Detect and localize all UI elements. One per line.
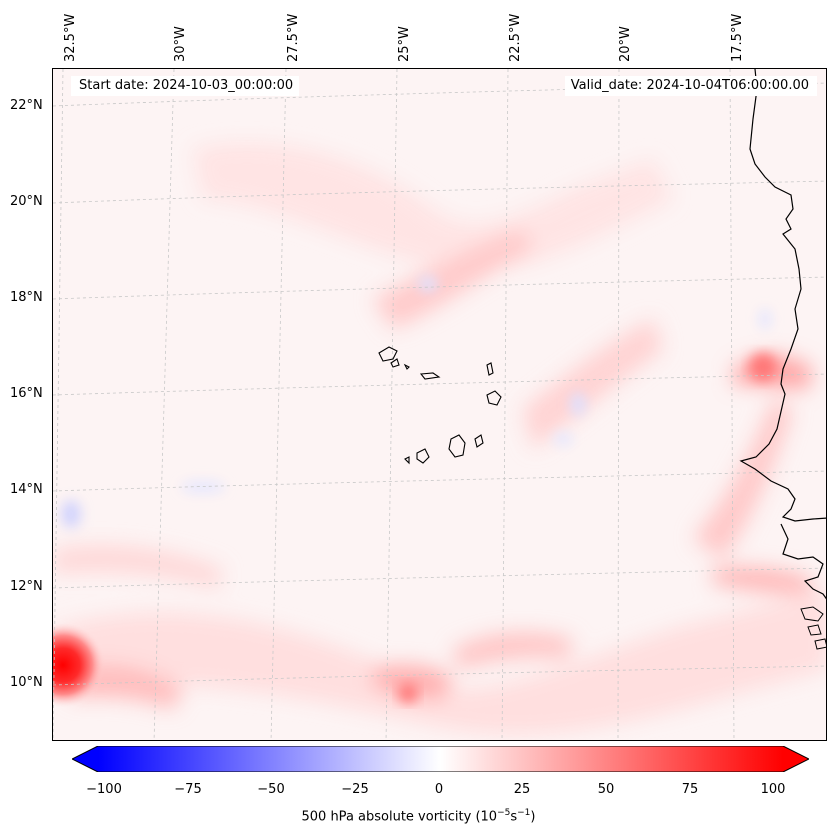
lon-label-32-5w: 32.5°W bbox=[63, 13, 78, 62]
island-sao-vicente bbox=[390, 358, 400, 368]
island-sao-nicolau bbox=[419, 372, 441, 380]
cape-verde-islands bbox=[378, 346, 502, 465]
colorbar-max-extend bbox=[783, 746, 809, 772]
island-maio bbox=[474, 434, 484, 448]
lon-label-17-5w: 17.5°W bbox=[730, 13, 745, 62]
coastline-bijagos bbox=[800, 606, 826, 650]
vorticity-spot bbox=[398, 683, 418, 703]
lon-label-25w: 25°W bbox=[397, 26, 412, 62]
colorbar-tick: −100 bbox=[86, 782, 122, 797]
negative-vorticity-patches bbox=[61, 276, 771, 528]
lon-label-27-5w: 27.5°W bbox=[286, 13, 301, 62]
colorbar bbox=[70, 745, 811, 773]
graticule bbox=[53, 69, 826, 740]
colorbar-tick: 0 bbox=[434, 782, 444, 797]
lat-label-20n: 20°N bbox=[10, 194, 43, 209]
lon-label-22-5w: 22.5°W bbox=[508, 13, 523, 62]
coastline-africa bbox=[739, 69, 826, 522]
lat-label-18n: 18°N bbox=[10, 290, 43, 305]
lon-label-20w: 20°W bbox=[618, 26, 633, 62]
vorticity-field bbox=[53, 69, 826, 740]
lat-label-14n: 14°N bbox=[10, 482, 43, 497]
start-date-label: Start date: 2024-10-03_00:00:00 bbox=[71, 76, 300, 96]
valid-date-label: Valid_date: 2024-10-04T06:00:00.00 bbox=[564, 76, 817, 96]
lat-label-12n: 12°N bbox=[10, 579, 43, 594]
map-panel[interactable] bbox=[52, 68, 827, 741]
lat-label-16n: 16°N bbox=[10, 386, 43, 401]
island-brava bbox=[404, 456, 410, 465]
colorbar-tick: −25 bbox=[341, 782, 369, 797]
colorbar-label: 500 hPa absolute vorticity (10−5s−1) bbox=[301, 808, 536, 825]
island-santo-antao bbox=[378, 346, 398, 362]
lon-label-30w: 30°W bbox=[173, 26, 188, 62]
coastline-guinea bbox=[780, 523, 826, 600]
colorbar-tick: 25 bbox=[513, 782, 531, 797]
vorticity-maximum bbox=[53, 623, 105, 707]
colorbar-gradient bbox=[98, 746, 783, 772]
island-santiago bbox=[448, 434, 466, 458]
island-santa-luzia bbox=[403, 363, 410, 370]
island-fogo bbox=[416, 448, 430, 464]
island-sal bbox=[486, 362, 494, 376]
island-boa-vista bbox=[486, 390, 502, 406]
colorbar-tick: −50 bbox=[257, 782, 285, 797]
positive-vorticity-bands bbox=[53, 142, 826, 735]
vorticity-spot bbox=[749, 353, 777, 381]
colorbar-tick: 50 bbox=[597, 782, 615, 797]
colorbar-tick: −75 bbox=[174, 782, 202, 797]
colorbar-tick: 75 bbox=[681, 782, 699, 797]
lat-label-10n: 10°N bbox=[10, 675, 43, 690]
lat-label-22n: 22°N bbox=[10, 98, 43, 113]
colorbar-tick: 100 bbox=[760, 782, 786, 797]
colorbar-min-extend bbox=[72, 746, 98, 772]
